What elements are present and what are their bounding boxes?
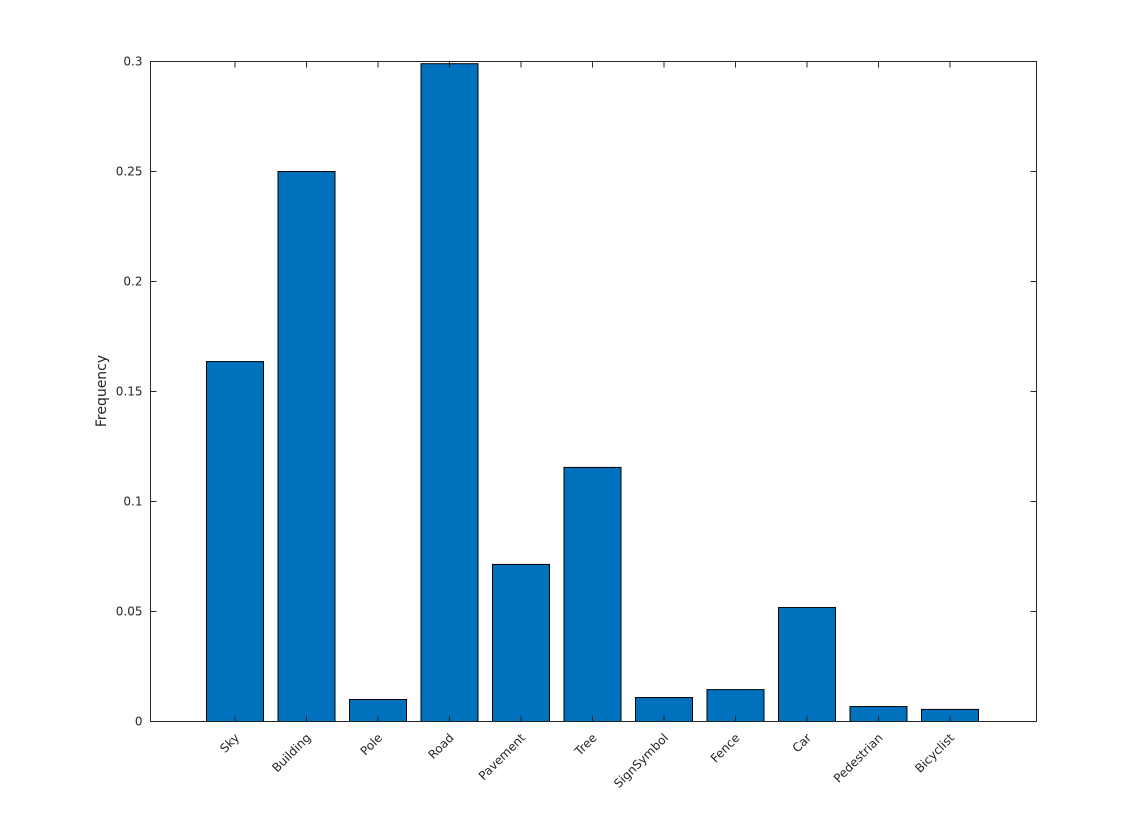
x-tick-label: Sky [217, 731, 242, 756]
y-tick-label: 0 [135, 715, 143, 729]
x-tick-label: Pole [358, 731, 385, 758]
bars-group [206, 63, 979, 723]
x-tick-label: Tree [571, 731, 599, 759]
y-axis-label: Frequency [94, 355, 110, 427]
bar-sky [206, 361, 264, 722]
x-tick-label: SignSymbol [611, 731, 671, 791]
y-tick-label: 0.2 [123, 275, 142, 289]
y-tick-label: 0.15 [116, 385, 143, 399]
x-tick-label: Fence [708, 731, 743, 766]
x-tick-label: Bicyclist [912, 731, 957, 776]
x-tick-label: Building [269, 731, 313, 775]
x-tick-label: Pavement [476, 731, 528, 783]
bar-pavement [492, 563, 550, 722]
x-tick-label: Car [790, 731, 815, 756]
y-tick-label: 0.1 [123, 495, 142, 509]
bar-tree [563, 466, 622, 722]
x-tick-label: Pedestrian [831, 731, 886, 786]
bar-car [778, 607, 836, 722]
y-tick-label: 0.3 [123, 55, 142, 69]
y-tick-label: 0.05 [116, 605, 143, 619]
bar-road [420, 63, 479, 722]
bar-building [277, 171, 336, 722]
x-tick-label: Road [425, 731, 456, 762]
y-tick-label: 0.25 [116, 165, 143, 179]
